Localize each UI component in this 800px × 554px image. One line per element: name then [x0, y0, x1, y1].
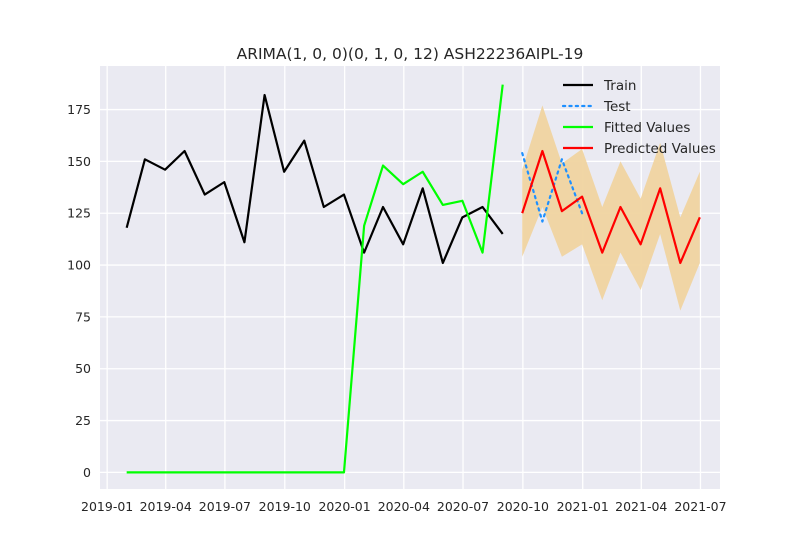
- x-tick-label: 2019-04: [140, 499, 192, 514]
- x-tick-label: 2019-07: [199, 499, 251, 514]
- x-tick-label: 2021-01: [557, 499, 609, 514]
- grid: [100, 66, 720, 489]
- x-tick-label: 2019-10: [259, 499, 311, 514]
- y-tick-label: 0: [83, 465, 91, 480]
- legend-label-train: Train: [603, 78, 636, 94]
- x-tick-label: 2020-10: [497, 499, 549, 514]
- series-line-predicted-values: [521, 149, 701, 265]
- legend-label-test: Test: [603, 99, 631, 115]
- x-tick-label: 2020-07: [437, 499, 489, 514]
- chart-title: ARIMA(1, 0, 0)(0, 1, 0, 12) ASH22236AIPL…: [237, 45, 584, 63]
- series-line-fitted-values: [126, 84, 504, 474]
- x-tick-label: 2021-04: [615, 499, 667, 514]
- y-tick-label: 50: [75, 361, 91, 376]
- confidence-band: [522, 105, 700, 311]
- y-tick-label: 100: [67, 258, 91, 273]
- series-line-test: [521, 151, 584, 223]
- x-tick-label: 2020-01: [318, 499, 370, 514]
- y-tick-label: 25: [75, 413, 91, 428]
- series-layer: [125, 84, 701, 474]
- x-tick-label: 2020-04: [378, 499, 430, 514]
- confidence-band-layer: [522, 105, 700, 311]
- series-line-train: [125, 93, 504, 265]
- y-tick-label: 175: [67, 102, 91, 117]
- plot-background: [100, 66, 720, 489]
- x-tick-label: 2021-07: [674, 499, 726, 514]
- y-tick-label: 125: [67, 206, 91, 221]
- tick-labels: 0 25 50 75 100 125 150 175 2019-01 2019-04 2019-07…: [67, 102, 726, 514]
- legend: Train Test Fitted Values Predicted Values: [561, 78, 716, 157]
- y-tick-label: 150: [67, 154, 91, 169]
- legend-label-fitted-values: Fitted Values: [604, 120, 690, 136]
- x-tick-label: 2019-01: [81, 499, 133, 514]
- y-tick-label: 75: [75, 309, 91, 324]
- legend-label-predicted-values: Predicted Values: [604, 141, 716, 157]
